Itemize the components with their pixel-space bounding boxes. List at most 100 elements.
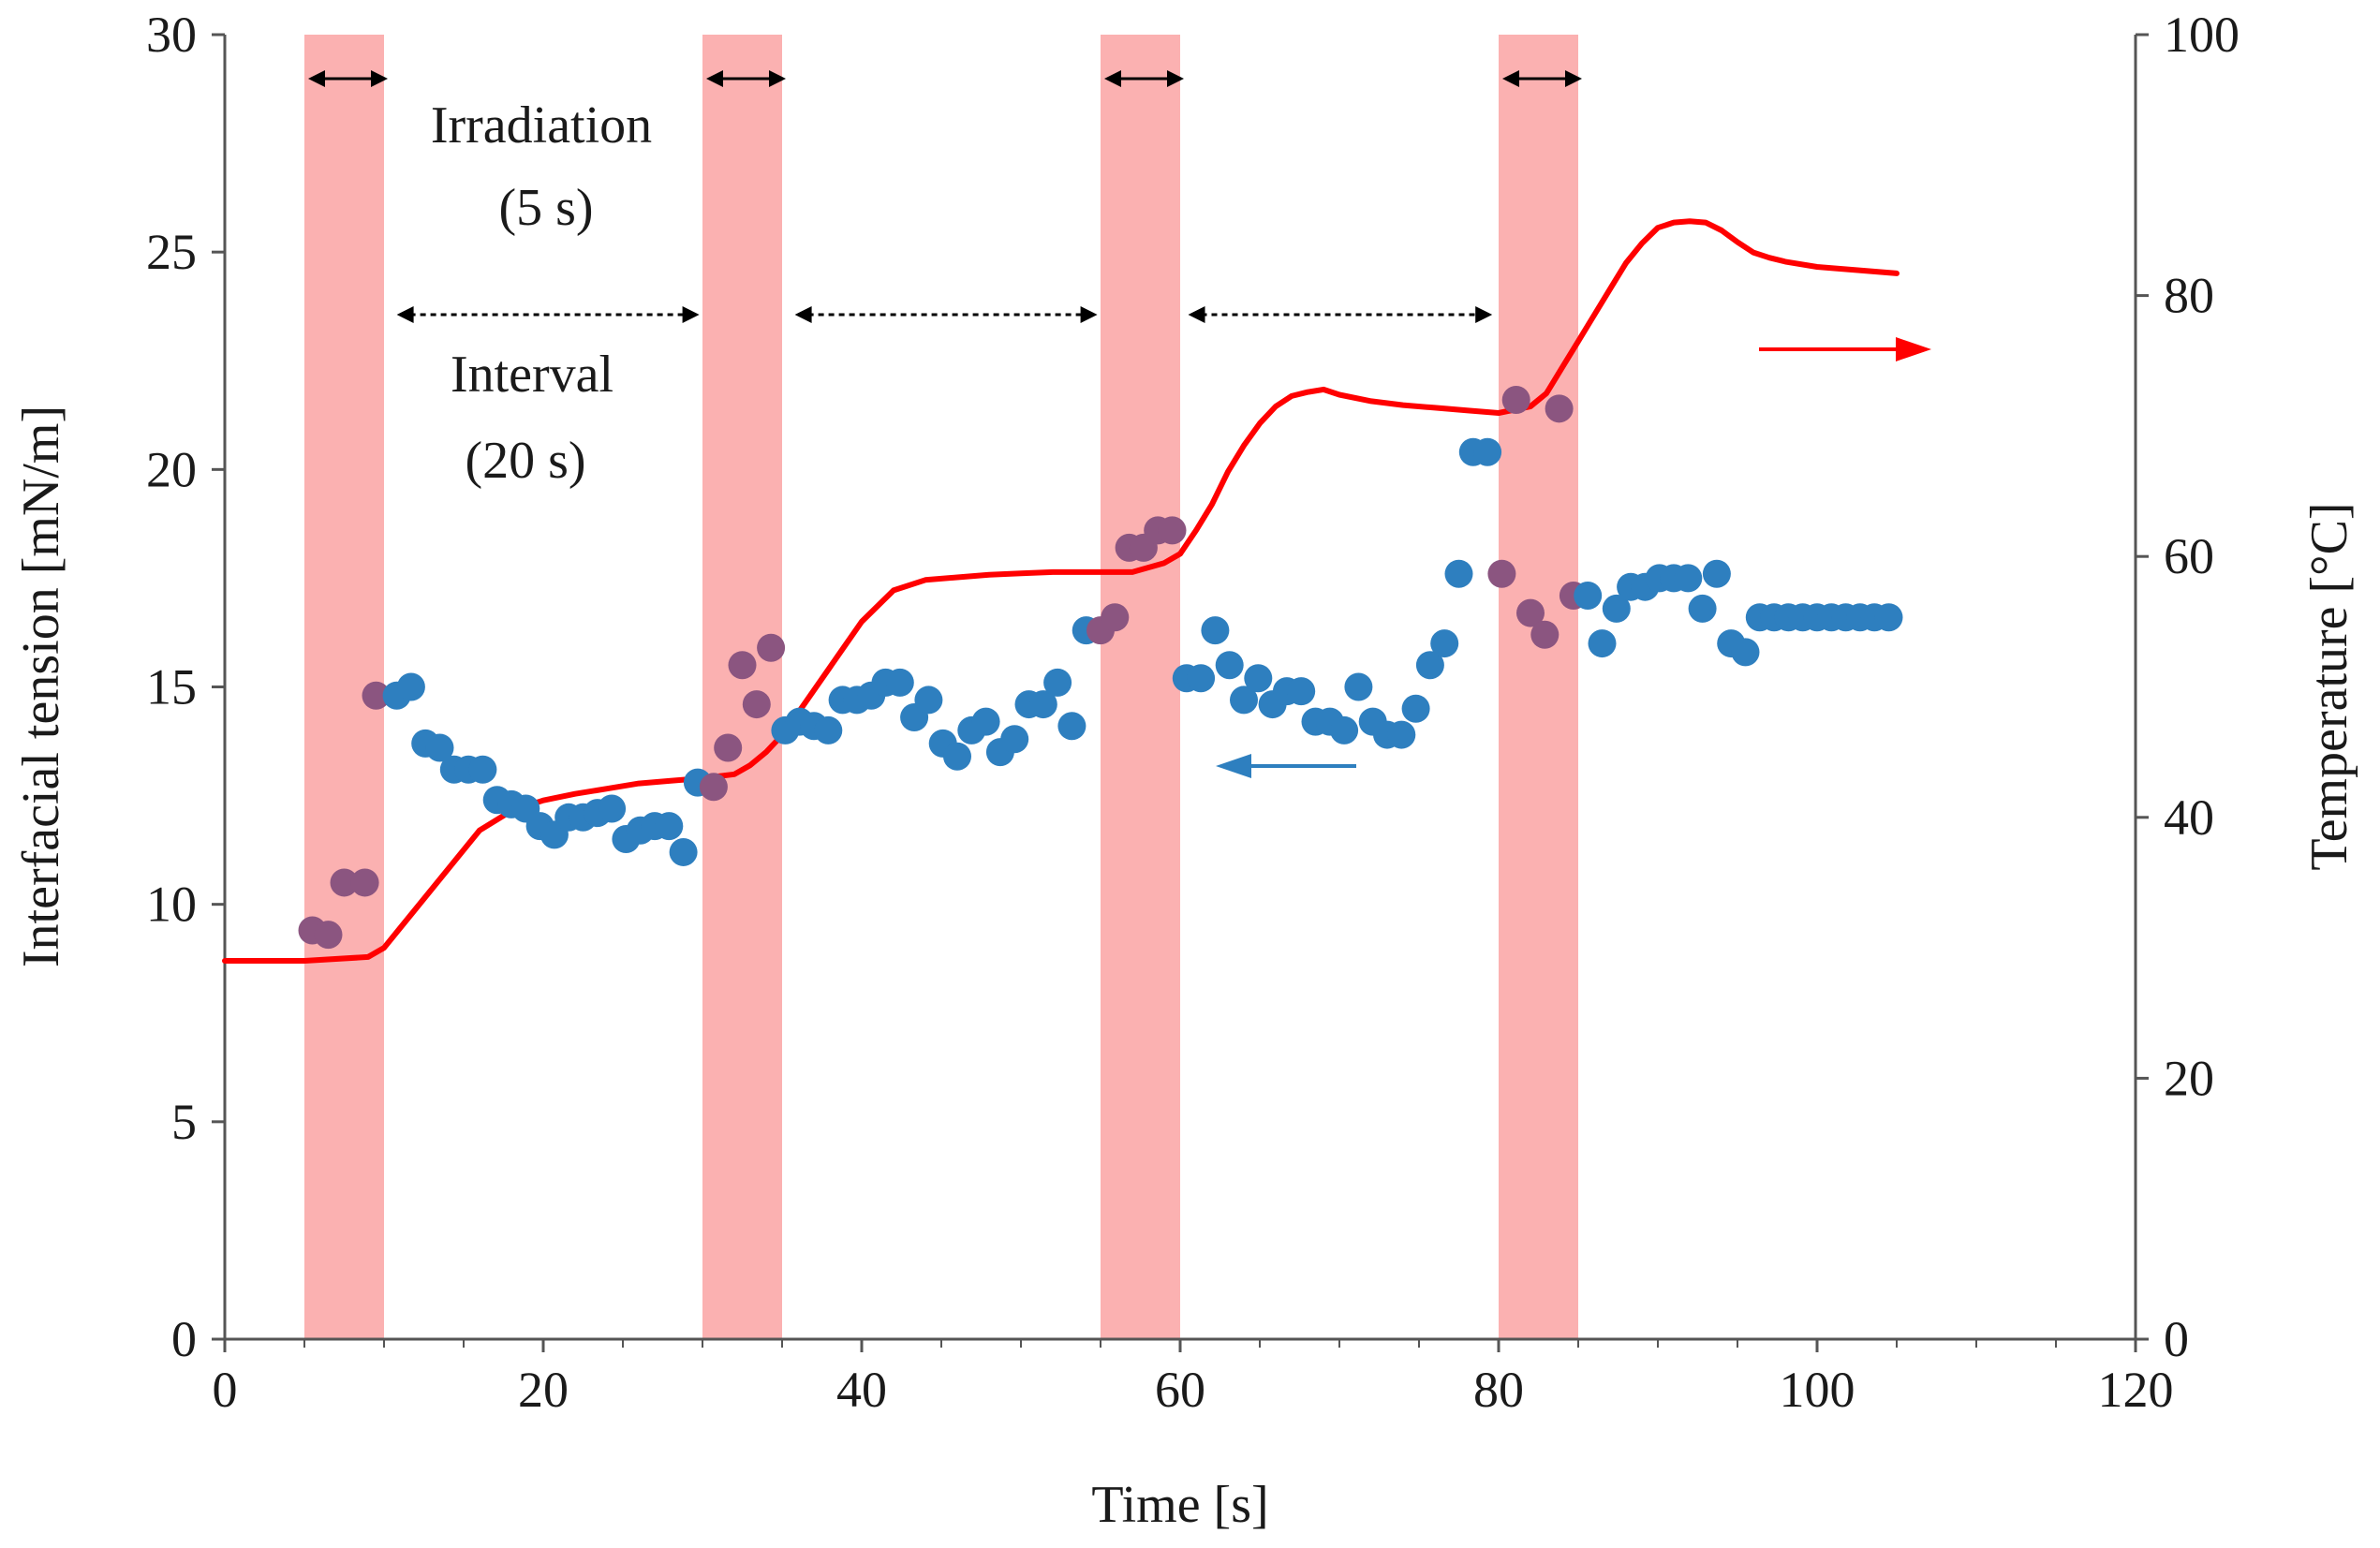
tension-point: [1574, 581, 1603, 610]
irradiation-label-line2: (5 s): [498, 179, 593, 237]
tension-point: [757, 633, 786, 662]
interval-arrow-2-left-head: [794, 306, 812, 323]
tension-point: [1501, 386, 1530, 415]
y2-axis-title: Temperature [°C]: [2300, 502, 2358, 870]
y-tick-label: 25: [146, 224, 197, 280]
tension-point: [1430, 629, 1459, 658]
temperature-axis-arrow-head: [1896, 337, 1931, 361]
tension-point: [714, 733, 743, 762]
irradiation-band-2: [702, 35, 782, 1339]
tension-point: [1244, 664, 1273, 693]
tension-point: [1344, 672, 1373, 701]
tension-point: [1028, 690, 1057, 719]
y2-tick-label: 60: [2164, 528, 2214, 584]
x-tick-label: 0: [213, 1362, 238, 1418]
y2-tick-label: 0: [2164, 1311, 2189, 1367]
tension-point: [598, 794, 627, 823]
x-tick-label: 120: [2098, 1362, 2174, 1418]
tension-point: [1057, 712, 1087, 741]
tension-point: [314, 921, 343, 950]
y-tick-label: 30: [146, 7, 197, 63]
interval-arrow-1-left-head: [396, 306, 414, 323]
temperature-line: [222, 218, 1900, 964]
tension-point: [1530, 620, 1560, 649]
x-tick-label: 40: [836, 1362, 887, 1418]
irradiation-arrow-3-right-head: [1167, 70, 1184, 87]
tension-point: [814, 715, 843, 745]
tension-point: [425, 733, 454, 762]
y-tick-label: 20: [146, 441, 197, 497]
y-axis-title: Interfacial tension [mN/m]: [12, 405, 70, 967]
tension-point: [971, 707, 1000, 736]
tension-point: [1602, 594, 1631, 623]
y-tick-label: 0: [171, 1311, 197, 1367]
tension-point: [655, 812, 684, 841]
tension-point: [1187, 664, 1216, 693]
irradiation-arrow-3-left-head: [1104, 70, 1121, 87]
tension-point: [1588, 629, 1617, 658]
tension-point: [1516, 598, 1545, 627]
tension-point: [1043, 668, 1072, 697]
x-tick-label: 60: [1155, 1362, 1205, 1418]
irradiation-band-3: [1101, 35, 1180, 1339]
y2-tick-label: 40: [2164, 789, 2214, 846]
tension-point: [1230, 686, 1258, 715]
irradiation-arrow-4-left-head: [1502, 70, 1519, 87]
y2-tick-label: 20: [2164, 1050, 2214, 1106]
tension-point: [943, 742, 971, 771]
tension-series: [298, 386, 1903, 950]
irradiation-arrow-2-right-head: [769, 70, 786, 87]
irradiation-label-line1: Irradiation: [431, 96, 652, 155]
tension-axis-arrow-head: [1216, 754, 1251, 778]
tension-point: [1473, 437, 1502, 466]
tension-point: [1158, 516, 1187, 545]
tension-point: [728, 651, 757, 680]
y-tick-label: 5: [171, 1094, 197, 1150]
tension-point: [699, 773, 728, 802]
tension-point: [1215, 651, 1244, 680]
tension-point: [1702, 559, 1731, 588]
tension-point: [1201, 616, 1230, 645]
tension-point: [350, 868, 379, 897]
x-axis-title: Time [s]: [1091, 1476, 1268, 1534]
tension-point: [1387, 720, 1416, 749]
y-tick-label: 15: [146, 659, 197, 715]
tension-point: [1101, 603, 1130, 632]
interval-arrow-2-right-head: [1080, 306, 1098, 323]
y2-tick-label: 100: [2164, 7, 2240, 63]
tension-point: [1545, 394, 1574, 423]
tension-point: [1415, 651, 1444, 680]
tension-point: [1874, 603, 1903, 632]
irradiation-arrow-4-right-head: [1565, 70, 1582, 87]
tension-point: [669, 837, 698, 866]
irradiation-arrow-1-right-head: [371, 70, 388, 87]
irradiation-bands: [304, 35, 1578, 1339]
tension-point: [1444, 559, 1473, 588]
tension-point: [1287, 677, 1316, 706]
tension-point: [914, 686, 943, 715]
irradiation-arrow-1-left-head: [308, 70, 325, 87]
interval-arrow-3-left-head: [1188, 306, 1205, 323]
tension-point: [1688, 594, 1717, 623]
y2-tick-label: 80: [2164, 268, 2214, 324]
interval-arrow-1-right-head: [682, 306, 700, 323]
tension-point: [1674, 564, 1703, 593]
x-tick-label: 80: [1473, 1362, 1524, 1418]
tension-point: [330, 868, 359, 897]
interval-arrow-3-right-head: [1475, 306, 1493, 323]
tension-point: [742, 690, 771, 719]
irradiation-band-4: [1499, 35, 1578, 1339]
temperature-series: [222, 218, 1900, 964]
tension-point: [468, 755, 497, 784]
tension-point: [1487, 559, 1516, 588]
tension-point: [1401, 694, 1430, 723]
annotation-arrows: [308, 70, 1931, 778]
tension-point: [396, 672, 425, 701]
tension-point: [1330, 715, 1359, 745]
irradiation-arrow-2-left-head: [706, 70, 723, 87]
tension-point: [362, 681, 391, 710]
tension-point: [1000, 725, 1029, 754]
annotations: Irradiation (5 s) Interval (20 s): [431, 96, 652, 490]
